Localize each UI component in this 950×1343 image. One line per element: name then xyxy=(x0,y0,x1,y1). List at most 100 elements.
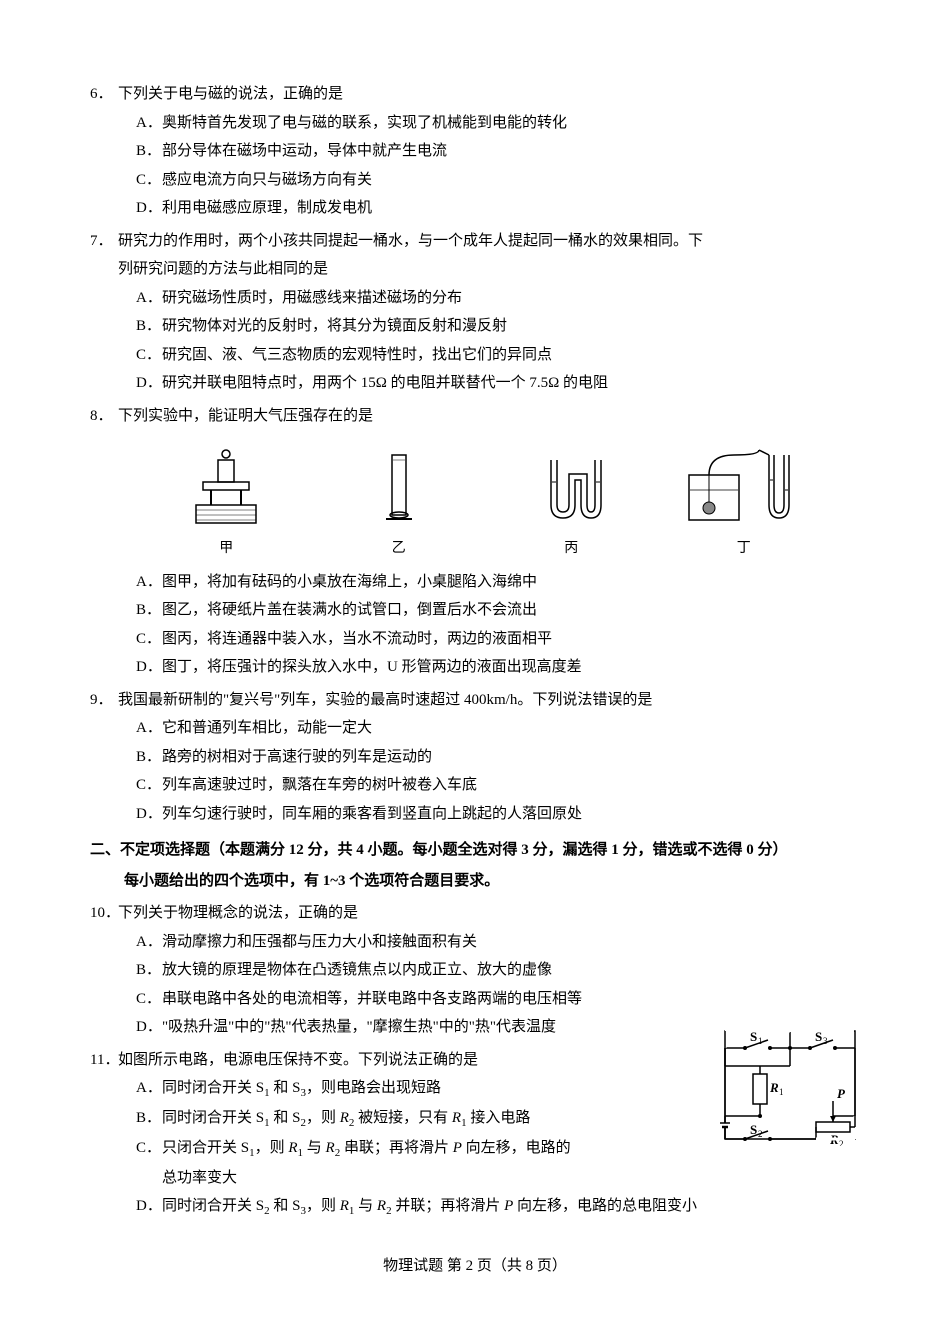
t: 总功率变大 xyxy=(136,1170,237,1186)
q7-opt-c: C．研究固、液、气三态物质的宏观特性时，找出它们的异同点 xyxy=(136,341,860,370)
section2-sub: 每小题给出的四个选项中，有 1~3 个选项符合题目要求。 xyxy=(124,867,860,896)
q10-opt-a: A．滑动摩擦力和压强都与压力大小和接触面积有关 xyxy=(136,928,860,957)
q9-options: A．它和普通列车相比，动能一定大 B．路旁的树相对于高速行驶的列车是运动的 C．… xyxy=(90,714,860,828)
svg-text:2: 2 xyxy=(758,1129,763,1139)
fig-ding-svg xyxy=(679,440,809,530)
t: ，则 xyxy=(306,1198,340,1214)
fig-jia-svg xyxy=(181,440,271,530)
t: 与 xyxy=(303,1140,326,1156)
q9-opt-d: D．列车匀速行驶时，同车厢的乘客看到竖直向上跳起的人落回原处 xyxy=(136,800,860,829)
question-11: S1 S3 R1 P R2 xyxy=(90,1046,860,1223)
t: 和 S xyxy=(270,1110,301,1126)
section2-header: 二、不定项选择题（本题满分 12 分，共 4 小题。每小题全选对得 3 分，漏选… xyxy=(124,836,860,865)
q9-opt-a-text: 它和普通列车相比，动能一定大 xyxy=(162,720,372,736)
q8-opt-a-text: 图甲，将加有砝码的小桌放在海绵上，小桌腿陷入海绵中 xyxy=(162,574,537,590)
t: 与 xyxy=(354,1198,377,1214)
q9-opt-c-text: 列车高速驶过时，飘落在车旁的树叶被卷入车底 xyxy=(162,777,477,793)
q6-opt-c: C．感应电流方向只与磁场方向有关 xyxy=(136,166,860,195)
q6-opt-b-text: 部分导体在磁场中运动，导体中就产生电流 xyxy=(162,143,447,159)
q7-number: 7． xyxy=(90,227,118,256)
question-8: 8．下列实验中，能证明大气压强存在的是 甲 乙 xyxy=(90,402,860,682)
q10-number: 10． xyxy=(90,899,118,928)
q9-number: 9． xyxy=(90,686,118,715)
t: 和 S xyxy=(270,1080,301,1096)
q7-opt-a: A．研究磁场性质时，用磁感线来描述磁场的分布 xyxy=(136,284,860,313)
q7-opt-b: B．研究物体对光的反射时，将其分为镜面反射和漫反射 xyxy=(136,312,860,341)
t: 同时闭合开关 S xyxy=(162,1080,264,1096)
t: R xyxy=(340,1110,349,1126)
svg-text:1: 1 xyxy=(758,1036,763,1046)
q11-opt-d-wrap: D．同时闭合开关 S2 和 S3，则 R1 与 R2 并联；再将滑片 P 向左移… xyxy=(90,1192,860,1222)
q6-opt-d: D．利用电磁感应原理，制成发电机 xyxy=(136,194,860,223)
q6-opt-a: A．奥斯特首先发现了电与磁的联系，实现了机械能到电能的转化 xyxy=(136,109,860,138)
q6-options: A．奥斯特首先发现了电与磁的联系，实现了机械能到电能的转化 B．部分导体在磁场中… xyxy=(90,109,860,223)
fig-jia: 甲 xyxy=(140,440,313,563)
q6-opt-b: B．部分导体在磁场中运动，导体中就产生电流 xyxy=(136,137,860,166)
q6-opt-a-text: 奥斯特首先发现了电与磁的联系，实现了机械能到电能的转化 xyxy=(162,115,567,131)
t: R xyxy=(340,1198,349,1214)
q7-opt-c-text: 研究固、液、气三态物质的宏观特性时，找出它们的异同点 xyxy=(162,347,552,363)
t: 同时闭合开关 S xyxy=(162,1198,264,1214)
page-footer: 物理试题 第 2 页（共 8 页） xyxy=(90,1252,860,1281)
t: ，则 xyxy=(306,1110,340,1126)
fig-yi-label: 乙 xyxy=(392,541,406,556)
q8-opt-d: D．图丁，将压强计的探头放入水中，U 形管两边的液面出现高度差 xyxy=(136,653,860,682)
q10-options: A．滑动摩擦力和压强都与压力大小和接触面积有关 B．放大镜的原理是物体在凸透镜焦… xyxy=(90,928,860,1042)
q7-stem-cont: 列研究问题的方法与此相同的是 xyxy=(90,255,860,284)
q6-opt-c-text: 感应电流方向只与磁场方向有关 xyxy=(162,172,372,188)
q7-stem: 研究力的作用时，两个小孩共同提起一桶水，与一个成年人提起同一桶水的效果相同。下 xyxy=(118,233,703,249)
svg-text:S: S xyxy=(815,1029,822,1044)
q8-opt-d-text: 图丁，将压强计的探头放入水中，U 形管两边的液面出现高度差 xyxy=(162,659,582,675)
fig-bing-label: 丙 xyxy=(564,541,578,556)
t: 向左移，电路的总电阻变小 xyxy=(513,1198,697,1214)
question-6: 6．下列关于电与磁的说法，正确的是 A．奥斯特首先发现了电与磁的联系，实现了机械… xyxy=(90,80,860,223)
q7-opt-b-text: 研究物体对光的反射时，将其分为镜面反射和漫反射 xyxy=(162,318,507,334)
t: 串联；再将滑片 xyxy=(340,1140,453,1156)
q10-opt-c-text: 串联电路中各处的电流相等，并联电路中各支路两端的电压相等 xyxy=(162,991,582,1007)
q11-opt-a: A．同时闭合开关 S1 和 S3，则电路会出现短路 xyxy=(136,1074,710,1104)
t: 向左移，电路的 xyxy=(462,1140,571,1156)
fig-jia-label: 甲 xyxy=(219,541,233,556)
q8-opt-a: A．图甲，将加有砝码的小桌放在海绵上，小桌腿陷入海绵中 xyxy=(136,568,860,597)
q10-opt-d-text: "吸热升温"中的"热"代表热量，"摩擦生热"中的"热"代表温度 xyxy=(162,1019,556,1035)
q10-stem: 下列关于物理概念的说法，正确的是 xyxy=(118,905,358,921)
q6-stem: 下列关于电与磁的说法，正确的是 xyxy=(118,86,343,102)
fig-bing: 丙 xyxy=(485,440,658,563)
q7-opt-d-text: 研究并联电阻特点时，用两个 15Ω 的电阻并联替代一个 7.5Ω 的电阻 xyxy=(162,375,608,391)
t: 只闭合开关 S xyxy=(162,1140,249,1156)
t: 和 S xyxy=(270,1198,301,1214)
q6-number: 6． xyxy=(90,80,118,109)
q11-number: 11． xyxy=(90,1046,118,1075)
q8-opt-c: C．图丙，将连通器中装入水，当水不流动时，两边的液面相平 xyxy=(136,625,860,654)
fig-bing-svg xyxy=(531,440,611,530)
svg-text:R: R xyxy=(769,1080,779,1095)
q8-options: A．图甲，将加有砝码的小桌放在海绵上，小桌腿陷入海绵中 B．图乙，将硬纸片盖在装… xyxy=(90,568,860,682)
t: R xyxy=(326,1140,335,1156)
q10-opt-a-text: 滑动摩擦力和压强都与压力大小和接触面积有关 xyxy=(162,934,477,950)
q8-opt-b-text: 图乙，将硬纸片盖在装满水的试管口，倒置后水不会流出 xyxy=(162,602,537,618)
q9-opt-b: B．路旁的树相对于高速行驶的列车是运动的 xyxy=(136,743,860,772)
q9-stem: 我国最新研制的"复兴号"列车，实验的最高时速超过 400km/h。下列说法错误的… xyxy=(118,692,652,708)
circuit-svg: S1 S3 R1 P R2 xyxy=(720,1026,860,1146)
t: 接入电路 xyxy=(467,1110,531,1126)
question-10: 10．下列关于物理概念的说法，正确的是 A．滑动摩擦力和压强都与压力大小和接触面… xyxy=(90,899,860,1042)
svg-text:3: 3 xyxy=(823,1036,828,1046)
t: R xyxy=(452,1110,461,1126)
q10-opt-c: C．串联电路中各处的电流相等，并联电路中各支路两端的电压相等 xyxy=(136,985,860,1014)
question-9: 9．我国最新研制的"复兴号"列车，实验的最高时速超过 400km/h。下列说法错… xyxy=(90,686,860,829)
q8-opt-c-text: 图丙，将连通器中装入水，当水不流动时，两边的液面相平 xyxy=(162,631,552,647)
q8-figures: 甲 乙 丙 xyxy=(110,430,860,568)
q6-opt-d-text: 利用电磁感应原理，制成发电机 xyxy=(162,200,372,216)
t: ，则电路会出现短路 xyxy=(306,1080,441,1096)
q9-opt-a: A．它和普通列车相比，动能一定大 xyxy=(136,714,860,743)
circuit-figure: S1 S3 R1 P R2 xyxy=(720,1026,860,1157)
q8-stem: 下列实验中，能证明大气压强存在的是 xyxy=(118,408,373,424)
q8-opt-b: B．图乙，将硬纸片盖在装满水的试管口，倒置后水不会流出 xyxy=(136,596,860,625)
t: ，则 xyxy=(255,1140,289,1156)
t: P xyxy=(453,1140,462,1156)
q11-opt-d: D．同时闭合开关 S2 和 S3，则 R1 与 R2 并联；再将滑片 P 向左移… xyxy=(136,1192,860,1222)
q11-opt-b: B．同时闭合开关 S1 和 S2，则 R2 被短接，只有 R1 接入电路 xyxy=(136,1104,710,1134)
q7-options: A．研究磁场性质时，用磁感线来描述磁场的分布 B．研究物体对光的反射时，将其分为… xyxy=(90,284,860,398)
t: 被短接，只有 xyxy=(354,1110,452,1126)
q9-opt-b-text: 路旁的树相对于高速行驶的列车是运动的 xyxy=(162,749,432,765)
